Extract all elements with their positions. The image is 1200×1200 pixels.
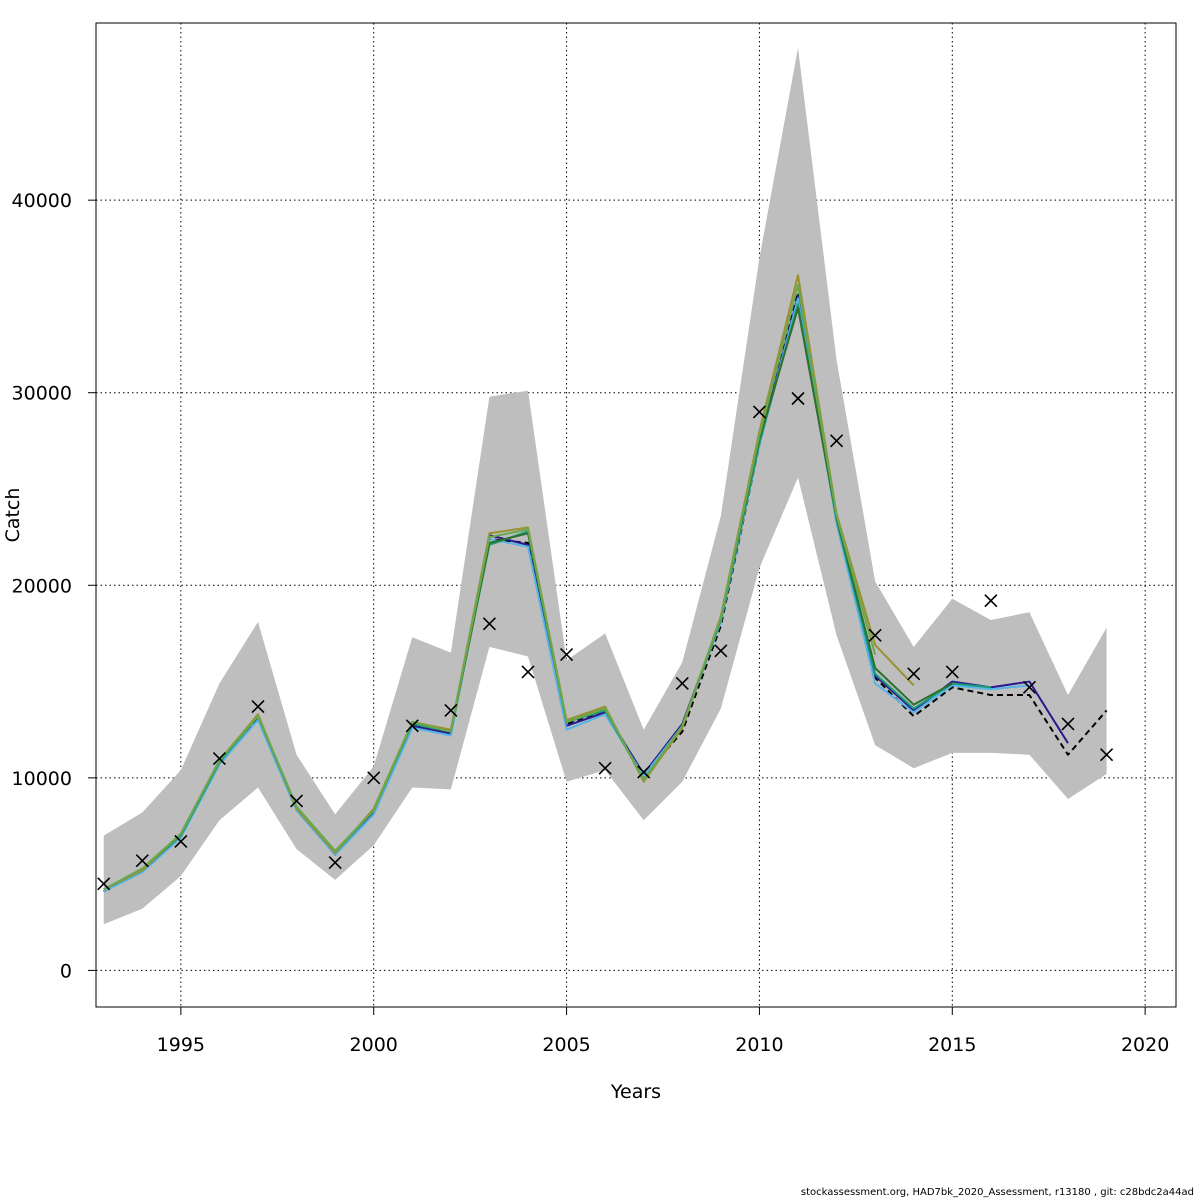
observed-point: [482, 617, 496, 631]
y-tick-label: 10000: [12, 768, 72, 790]
confidence-band-area: [103, 48, 1107, 925]
axis-ticks: 1995 2000 2005 2010 2015 2020 0 10000 20000 30000…: [12, 190, 1170, 1056]
x-axis-title: Years: [610, 1081, 661, 1103]
observed-point: [637, 765, 651, 779]
y-tick-label: 20000: [12, 575, 72, 597]
y-tick-label: 30000: [12, 383, 72, 405]
observed-point: [174, 834, 188, 848]
x-tick-label: 1995: [157, 1034, 205, 1056]
observed-point: [714, 644, 728, 658]
observed-point: [598, 761, 612, 775]
x-tick-label: 2015: [928, 1034, 976, 1056]
x-tick-label: 2000: [350, 1034, 398, 1056]
observed-point: [791, 391, 805, 406]
observed-point: [984, 594, 998, 608]
x-tick-label: 2020: [1121, 1034, 1169, 1056]
observed-point: [560, 648, 574, 662]
observed-point: [444, 703, 458, 718]
footer-credit: stockassessment.org, HAD7bk_2020_Assessm…: [800, 1187, 1194, 1198]
x-tick-label: 2010: [735, 1034, 783, 1056]
y-tick-label: 0: [60, 960, 72, 982]
observed-point: [830, 434, 844, 448]
y-tick-label: 40000: [12, 190, 72, 212]
observed-point: [212, 752, 226, 766]
observed-point: [907, 667, 921, 681]
observed-point: [135, 854, 149, 868]
observed-point: [97, 877, 111, 891]
observed-point: [328, 856, 342, 870]
series-lines: [103, 274, 1108, 893]
observed-point: [1100, 748, 1114, 762]
observed-point: [868, 628, 882, 642]
series-line-7: [103, 283, 877, 891]
observed-markers: [97, 391, 1114, 891]
observed-point: [251, 700, 265, 714]
series-line-3: [103, 297, 1030, 893]
observed-point: [521, 665, 535, 679]
observed-point: [675, 676, 689, 691]
observed-point: [290, 794, 304, 808]
observed-point: [945, 665, 959, 679]
observed-point: [752, 405, 766, 419]
confidence-band: [103, 48, 1107, 925]
observed-point: [1022, 680, 1036, 694]
observed-point: [367, 771, 381, 785]
y-axis-title: Catch: [2, 488, 24, 543]
observed-point: [1061, 717, 1075, 731]
x-tick-label: 2005: [542, 1034, 590, 1056]
plot-frame: [95, 22, 1177, 1008]
observed-point: [405, 719, 419, 733]
